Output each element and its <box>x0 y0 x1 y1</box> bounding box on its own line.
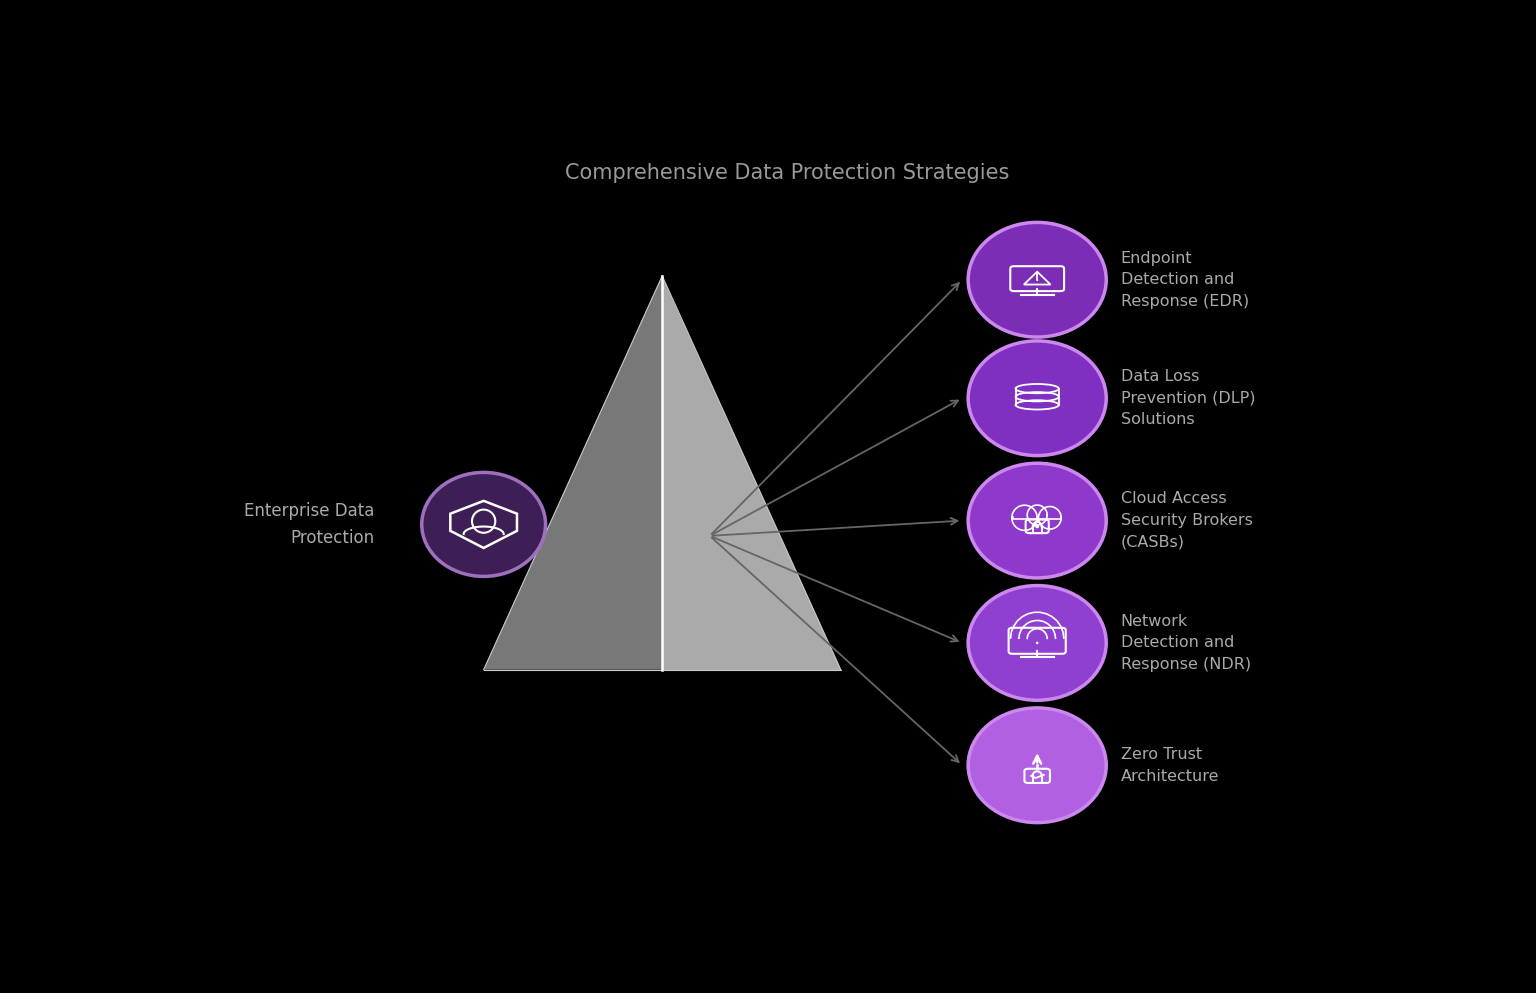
Polygon shape <box>662 276 840 669</box>
Polygon shape <box>484 276 662 669</box>
Polygon shape <box>1028 505 1048 525</box>
Ellipse shape <box>968 222 1106 337</box>
Text: Network
Detection and
Response (NDR): Network Detection and Response (NDR) <box>1121 614 1250 672</box>
Text: Endpoint
Detection and
Response (EDR): Endpoint Detection and Response (EDR) <box>1121 250 1249 309</box>
Polygon shape <box>1012 505 1037 530</box>
Ellipse shape <box>1035 524 1040 528</box>
Ellipse shape <box>968 341 1106 456</box>
Text: Data Loss
Prevention (DLP)
Solutions: Data Loss Prevention (DLP) Solutions <box>1121 369 1255 427</box>
Text: Enterprise Data
Protection: Enterprise Data Protection <box>244 502 375 546</box>
Ellipse shape <box>422 473 545 576</box>
Polygon shape <box>1038 506 1061 529</box>
Ellipse shape <box>1035 641 1038 644</box>
Ellipse shape <box>968 586 1106 700</box>
Text: Cloud Access
Security Brokers
(CASBs): Cloud Access Security Brokers (CASBs) <box>1121 492 1252 550</box>
Ellipse shape <box>1037 279 1038 281</box>
Ellipse shape <box>968 463 1106 578</box>
Text: Comprehensive Data Protection Strategies: Comprehensive Data Protection Strategies <box>565 163 1009 183</box>
Ellipse shape <box>968 708 1106 822</box>
Text: Zero Trust
Architecture: Zero Trust Architecture <box>1121 747 1220 783</box>
